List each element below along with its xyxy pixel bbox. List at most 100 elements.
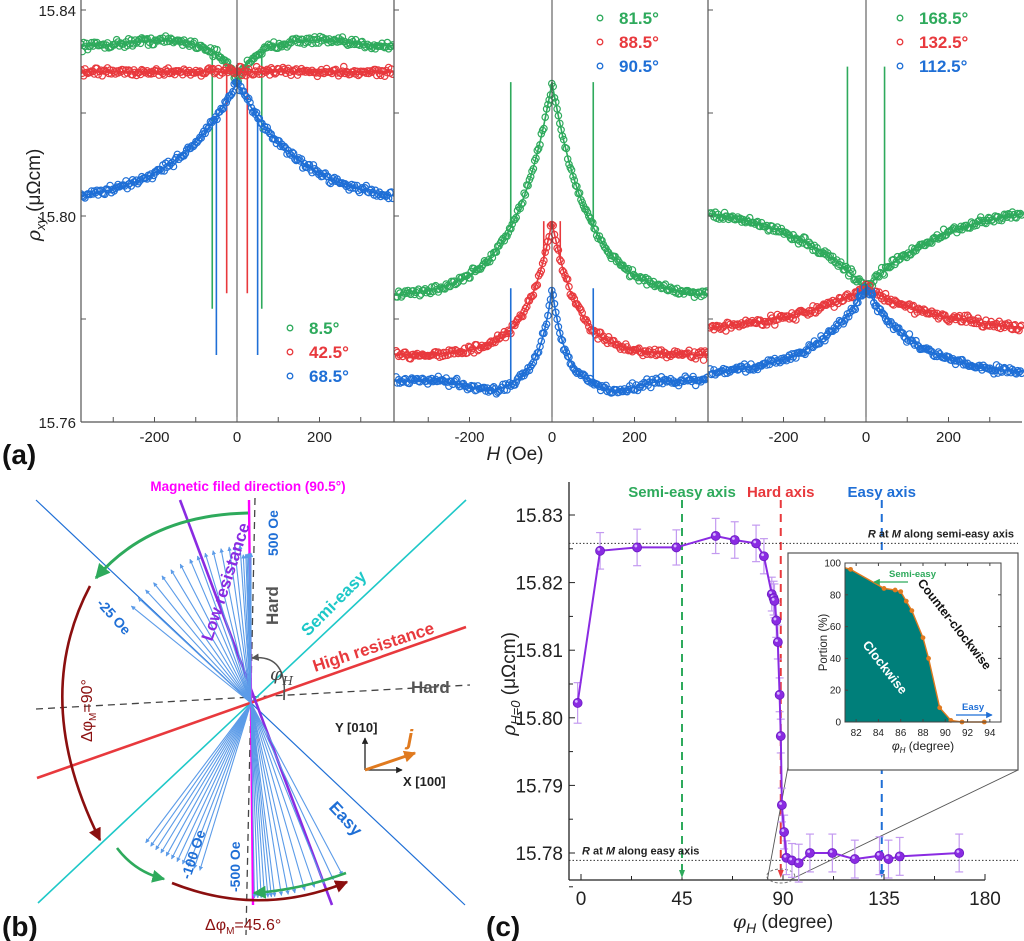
c-y-tick-label: 15.78	[515, 844, 563, 865]
data-point-highlight	[885, 856, 889, 859]
data-point-red	[518, 312, 527, 321]
current-label: j	[404, 725, 414, 750]
panel-c-ylabel: ρH=0 (μΩcm)	[498, 632, 523, 737]
hard-horizontal-label: Hard	[411, 678, 450, 697]
x-tick-label: 0	[862, 429, 870, 446]
magnetization-arrow-up	[153, 582, 252, 704]
data-point-blue	[218, 105, 227, 114]
data-point-green	[532, 154, 540, 163]
x-tick-label: -200	[139, 429, 169, 446]
inset-x-tick-label: 90	[940, 728, 952, 739]
data-point-highlight	[852, 856, 855, 859]
magnetization-arrow-down-right	[250, 702, 297, 894]
data-point-red	[565, 282, 573, 291]
y-axis-label: Y [010]	[335, 720, 377, 735]
data-point	[894, 851, 905, 862]
c-y-tick-label: 15.80	[515, 709, 563, 730]
data-point-red	[501, 333, 510, 342]
data-point-blue	[762, 361, 771, 369]
inset-x-tick-label: 84	[873, 728, 885, 739]
inset-ylabel: Portion (%)	[818, 614, 830, 672]
x-axis-label: X [100]	[403, 774, 446, 789]
magnetization-arrow-up	[137, 597, 252, 704]
data-point-green	[538, 126, 547, 135]
data-point-green	[529, 165, 538, 173]
data-point-red	[549, 221, 558, 230]
data-point-red	[388, 70, 394, 78]
c-y-tick-label: 15.81	[515, 641, 563, 662]
magnetization-arrow-up	[130, 605, 252, 704]
magnetization-arrow-down-right	[250, 702, 284, 897]
data-point-red	[557, 257, 565, 266]
panel-c: 15.78 15.79 15.80 15.81 15.82 15.83 0 45 90 135 18…	[515, 482, 1019, 910]
data-point-green	[925, 239, 934, 247]
data-point-red	[537, 266, 546, 275]
data-point-green	[885, 263, 894, 272]
inset-xlabel: φH (degree)	[892, 739, 954, 755]
data-point-blue	[553, 315, 561, 324]
data-point-red	[366, 67, 375, 75]
data-point-highlight	[773, 617, 777, 621]
magnetization-arrow-down-left	[187, 702, 252, 867]
data-point-red	[387, 65, 394, 73]
data-point	[774, 689, 785, 700]
data-point-blue	[847, 304, 856, 313]
data-point-green	[749, 218, 758, 227]
magnetization-arrow-up	[179, 563, 252, 704]
data-point	[793, 858, 804, 869]
data-point-green	[517, 200, 526, 209]
c-x-tick-label: 90	[772, 889, 793, 910]
axis-marker-label-green: Semi-easy axis	[628, 484, 736, 501]
data-point-red	[875, 288, 883, 296]
legend-label: 68.5°	[309, 367, 349, 386]
data-point-blue	[551, 308, 560, 317]
rotation-arc-top	[94, 511, 249, 580]
data-point-red	[529, 291, 538, 300]
data-point-green	[598, 236, 606, 245]
data-point-blue	[280, 142, 289, 151]
data-point	[874, 850, 885, 861]
data-point-highlight	[753, 540, 757, 544]
data-point-red	[306, 68, 315, 77]
data-point-highlight	[807, 850, 811, 853]
c-y-tick-label: 15.82	[515, 574, 563, 595]
data-point-green	[295, 35, 303, 44]
legend-marker	[896, 38, 904, 46]
data-point-red	[492, 335, 501, 344]
panel-b-label: (b)	[2, 911, 38, 941]
data-point-red	[528, 292, 536, 301]
data-point-red	[699, 356, 708, 364]
data-point-highlight	[634, 544, 638, 548]
magnetization-arrow-down-right	[250, 702, 316, 888]
inset-y-tick-label: 60	[830, 622, 842, 633]
data-point-green	[563, 155, 572, 163]
data-point-green	[801, 233, 809, 242]
magnetization-arrow-up	[170, 569, 252, 704]
data-point-green	[503, 232, 511, 241]
axis-marker-arrow-green	[679, 870, 685, 878]
data-point-red	[470, 348, 478, 357]
axis-marker-label-blue: Easy axis	[848, 484, 916, 501]
data-point-blue	[358, 184, 367, 192]
magnetization-arrow-down-right	[250, 702, 270, 898]
data-point-red	[241, 67, 249, 76]
current-arrow	[364, 750, 417, 772]
rotation-arc-bottom-left	[115, 847, 166, 883]
subplot-0-data	[81, 32, 394, 356]
data-point-highlight	[776, 691, 780, 695]
data-point-green	[569, 172, 577, 181]
subplot-2-legend: 168.5° 132.5° 112.5°	[896, 9, 969, 76]
magnetization-arrow-down-left	[198, 702, 252, 871]
data-point-highlight	[597, 547, 601, 551]
legend-label: 81.5°	[619, 9, 659, 28]
data-point-red	[540, 256, 548, 265]
data-point-green	[883, 263, 891, 272]
data-point-green	[702, 287, 708, 295]
data-point-green	[526, 173, 535, 181]
data-point-green	[553, 105, 561, 113]
inset-y-tick-label: 0	[835, 718, 841, 729]
data-point-red	[533, 281, 542, 289]
data-point-blue	[181, 149, 190, 158]
data-point-blue	[197, 134, 206, 142]
magnetization-arrow-up	[204, 552, 252, 704]
